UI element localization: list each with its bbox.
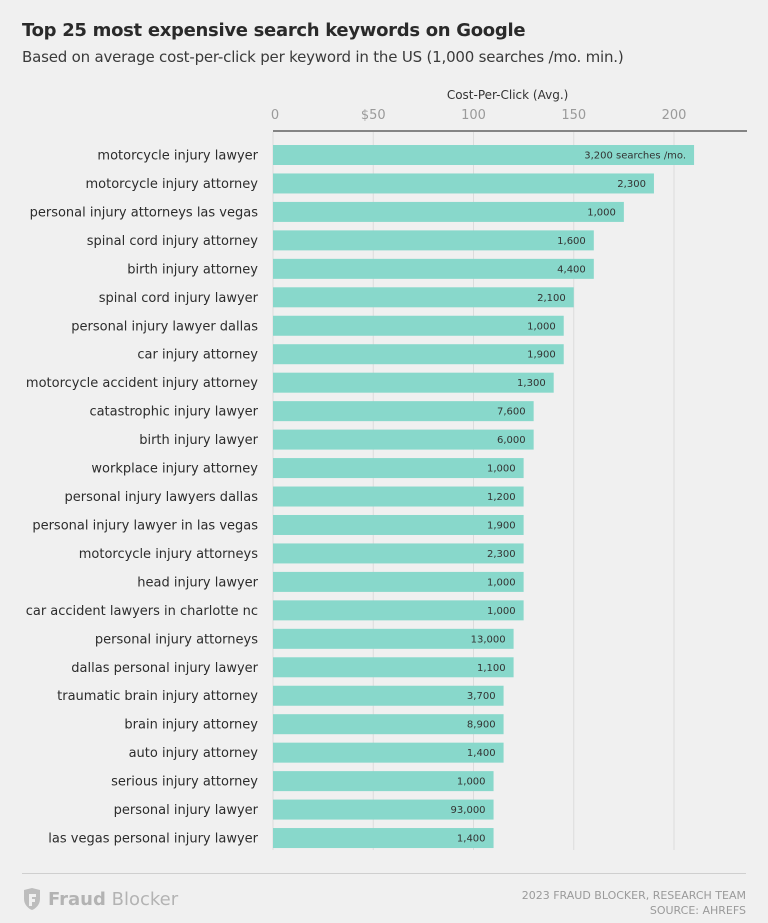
bar (273, 600, 524, 621)
bar (273, 628, 514, 649)
credits: 2023 FRAUD BLOCKER, RESEARCH TEAM SOURCE… (522, 888, 746, 918)
data-label: 3,700 (467, 691, 496, 702)
bar (273, 372, 554, 393)
category-label: auto injury attorney (129, 746, 259, 761)
data-label: 2,300 (487, 549, 516, 560)
category-label: personal injury lawyer in las vegas (32, 518, 258, 533)
bar (273, 344, 564, 365)
bar (273, 514, 524, 535)
category-label: workplace injury attorney (91, 462, 258, 477)
category-label: head injury lawyer (137, 575, 258, 590)
bar (273, 714, 504, 735)
bar (273, 458, 524, 479)
data-label: 1,000 (487, 464, 516, 475)
data-label: 2,100 (537, 293, 566, 304)
bar (273, 201, 624, 222)
tick-label: $50 (361, 108, 386, 123)
data-label: 1,300 (517, 378, 546, 389)
category-label: motorcycle injury lawyer (97, 149, 258, 164)
data-label: 1,600 (557, 236, 586, 247)
data-label: 1,400 (457, 834, 486, 845)
data-label: 3,200 searches /mo. (584, 151, 686, 162)
data-label: 1,200 (487, 492, 516, 503)
footer-divider (22, 873, 746, 874)
data-label: 1,400 (467, 748, 496, 759)
bar (273, 742, 504, 763)
logo-text-bold: Fraud (48, 888, 106, 910)
x-axis-label: Cost-Per-Click (Avg.) (447, 88, 569, 102)
bar (273, 799, 494, 820)
bar (273, 401, 534, 422)
shield-icon (24, 888, 40, 910)
data-label: 2,300 (617, 179, 646, 190)
bar (273, 571, 524, 592)
bar (273, 173, 654, 194)
data-label: 1,000 (457, 777, 486, 788)
category-label: catastrophic injury lawyer (89, 405, 258, 420)
data-label: 1,900 (487, 520, 516, 531)
category-label: spinal cord injury lawyer (99, 291, 259, 306)
data-label: 8,900 (467, 720, 496, 731)
bar (273, 315, 564, 336)
tick-label: 150 (561, 108, 586, 123)
bar (273, 657, 514, 678)
category-label: serious injury attorney (111, 775, 258, 790)
chart-subtitle: Based on average cost-per-click per keyw… (22, 48, 624, 66)
bar (273, 230, 594, 251)
category-label: personal injury attorneys (95, 632, 258, 647)
fraud-blocker-logo: Fraud Blocker (22, 887, 178, 911)
category-label: personal injury lawyer (114, 803, 259, 818)
credit-line: 2023 FRAUD BLOCKER, RESEARCH TEAM (521, 889, 746, 902)
data-label: 1,000 (527, 321, 556, 332)
category-label: motorcycle injury attorneys (79, 547, 258, 562)
bar (273, 429, 534, 450)
bar (273, 685, 504, 706)
bar (273, 543, 524, 564)
data-label: 1,000 (587, 207, 616, 218)
source-line: SOURCE: AHREFS (649, 904, 746, 917)
category-label: motorcycle injury attorney (86, 177, 259, 192)
category-label: traumatic brain injury attorney (57, 689, 258, 704)
data-label: 4,400 (557, 264, 586, 275)
category-label: personal injury attorneys las vegas (30, 205, 259, 220)
data-label: 1,000 (487, 577, 516, 588)
category-label: las vegas personal injury lawyer (48, 832, 258, 847)
category-label: personal injury lawyers dallas (65, 490, 259, 505)
category-label: car injury attorney (137, 348, 258, 363)
category-label: spinal cord injury attorney (87, 234, 259, 249)
data-label: 1,100 (477, 663, 506, 674)
bar (273, 828, 494, 849)
bar (273, 287, 574, 308)
data-label: 93,000 (451, 805, 486, 816)
data-label: 1,000 (487, 606, 516, 617)
category-label: car accident lawyers in charlotte nc (26, 604, 258, 619)
bar (273, 486, 524, 507)
data-label: 6,000 (497, 435, 526, 446)
data-label: 13,000 (471, 634, 506, 645)
category-label: motorcycle accident injury attorney (26, 376, 258, 391)
data-label: 7,600 (497, 407, 526, 418)
logo-text-light: Blocker (111, 888, 179, 910)
tick-label: 0 (271, 108, 279, 123)
category-label: birth injury lawyer (139, 433, 258, 448)
data-label: 1,900 (527, 350, 556, 361)
category-label: birth injury attorney (127, 262, 258, 277)
bar (273, 258, 594, 279)
bar (273, 771, 494, 792)
bar-chart: Cost-Per-Click (Avg.) 0 $50 100 150 200 motorc… (26, 88, 747, 850)
tick-label: 200 (662, 108, 687, 123)
chart-title: Top 25 most expensive search keywords on… (22, 20, 526, 41)
bar (273, 145, 695, 165)
category-label: brain injury attorney (124, 718, 258, 733)
category-label: personal injury lawyer dallas (71, 319, 258, 334)
category-label: dallas personal injury lawyer (71, 661, 258, 676)
tick-label: 100 (461, 108, 486, 123)
